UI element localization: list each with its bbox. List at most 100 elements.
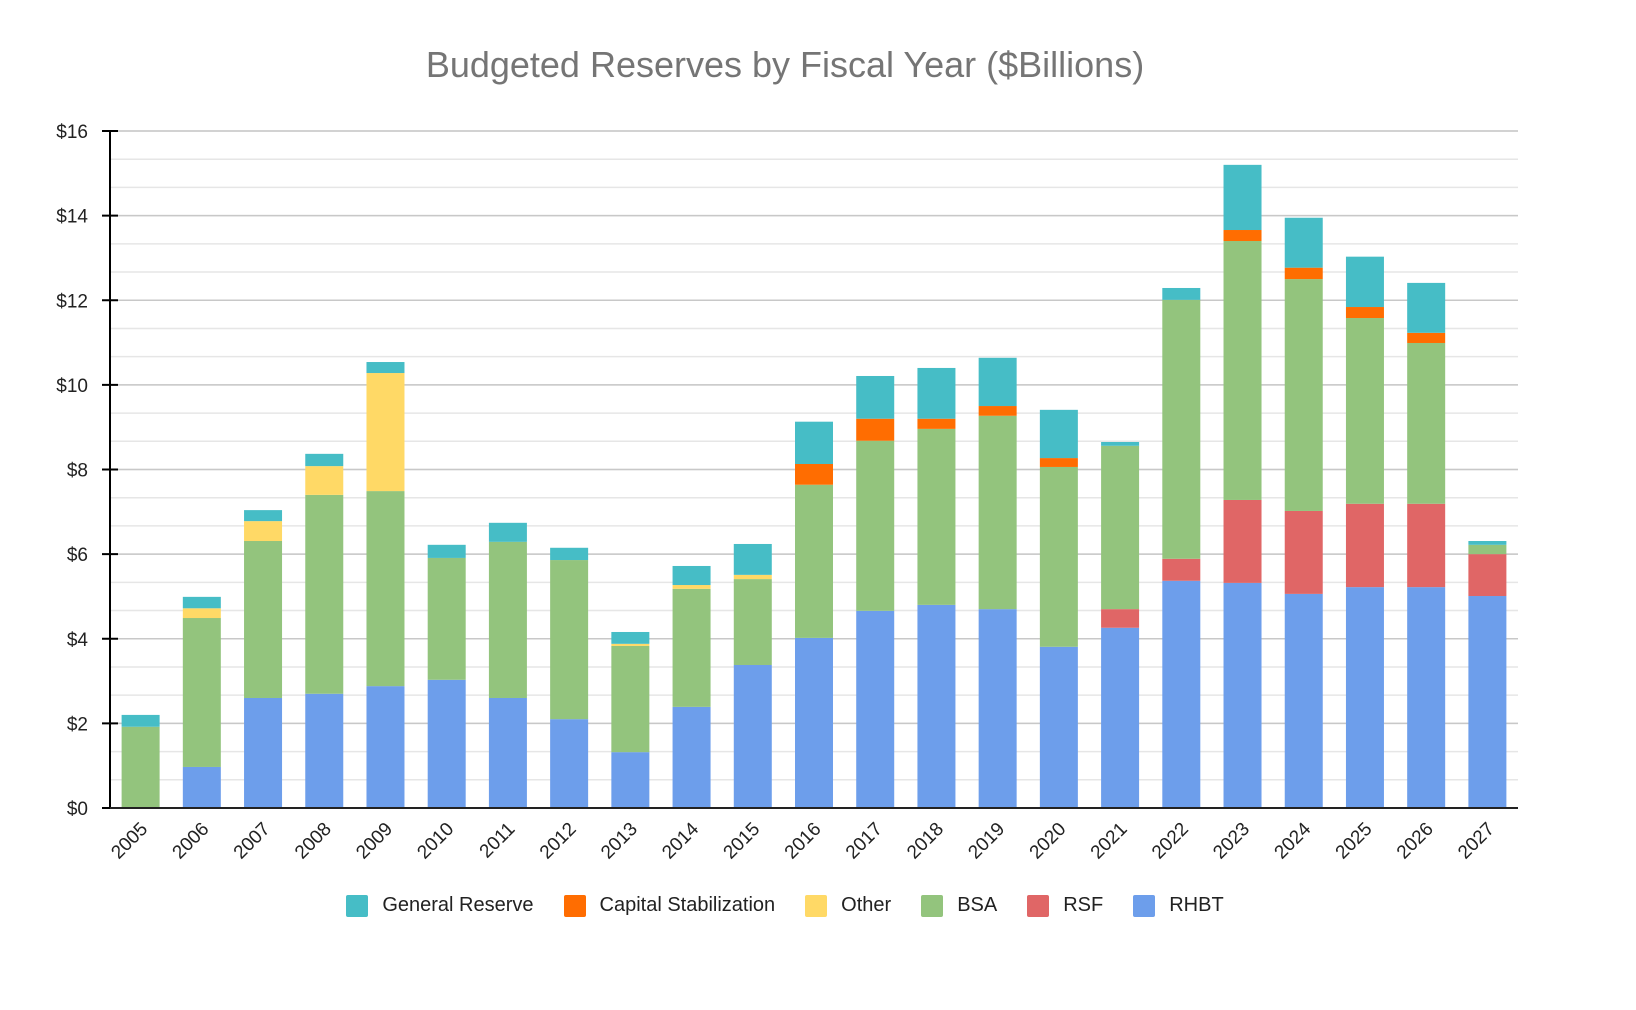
bar-segment-rhbt: [1407, 587, 1446, 808]
bar-segment-general-reserve: [856, 375, 895, 419]
bar-segment-rsf: [1162, 558, 1201, 581]
x-tick-label: 2026: [1393, 819, 1438, 864]
bar-segment-bsa: [1468, 544, 1507, 555]
bar-segment-bsa: [1407, 342, 1446, 504]
bar-segment-bsa: [795, 484, 833, 638]
bar-segment-bsa: [244, 541, 283, 698]
bar-segment-general-reserve: [733, 543, 772, 575]
x-tick-label: 2027: [1454, 819, 1499, 864]
legend-swatch: [1133, 894, 1156, 917]
bar-segment-general-reserve: [427, 544, 466, 558]
legend-swatch: [563, 894, 586, 917]
x-tick-label: 2006: [169, 819, 214, 864]
bar-segment-capital-stabilization: [1223, 230, 1262, 242]
bar-segment-rhbt: [611, 752, 650, 808]
y-tick-label: $0: [67, 799, 88, 820]
bar-segment-bsa: [1039, 466, 1078, 647]
chart-title: Budgeted Reserves by Fiscal Year ($Billi…: [425, 44, 1145, 85]
bar-segment-rhbt: [978, 609, 1017, 808]
y-tick-label: $14: [56, 207, 88, 228]
bar-segment-rhbt: [427, 679, 466, 808]
bar-segment-general-reserve: [244, 510, 283, 522]
y-tick-label: $16: [56, 122, 88, 143]
bar-segment-general-reserve: [1101, 441, 1140, 446]
bar-segment-rhbt: [488, 697, 527, 808]
x-tick-label: 2009: [352, 819, 397, 864]
x-tick-label: 2011: [476, 819, 520, 863]
legend-item: Other: [805, 894, 891, 917]
bar-segment-rhbt: [795, 637, 833, 808]
x-tick-label: 2015: [720, 819, 765, 864]
legend-label: Capital Stabilization: [599, 894, 776, 916]
bar-segment-rsf: [1345, 503, 1384, 588]
bar-segment-capital-stabilization: [795, 463, 833, 485]
x-tick-label: 2024: [1271, 818, 1316, 863]
bar-segment-bsa: [1284, 279, 1323, 511]
legend-swatch: [1027, 894, 1050, 917]
x-tick-label: 2012: [536, 819, 581, 864]
bar-segment-rhbt: [917, 604, 956, 808]
bar-segment-rhbt: [1223, 582, 1262, 808]
bar-segment-capital-stabilization: [1345, 307, 1384, 319]
x-tick-label: 2013: [597, 819, 642, 864]
x-tick-label: 2020: [1026, 819, 1071, 864]
x-tick-label: 2007: [230, 819, 275, 864]
bar-segment-general-reserve: [795, 421, 833, 464]
x-tick-label: 2018: [903, 819, 948, 864]
bar-segment-capital-stabilization: [856, 418, 895, 441]
y-tick-label: $12: [56, 291, 88, 312]
bar-segment-capital-stabilization: [1039, 458, 1078, 467]
bar-segment-bsa: [121, 726, 160, 808]
bar-segment-bsa: [978, 415, 1017, 610]
bar-segment-other: [366, 373, 405, 492]
bar-segment-bsa: [1223, 241, 1262, 500]
bar-segment-general-reserve: [182, 596, 221, 609]
x-tick-label: 2010: [413, 819, 458, 864]
bar-segment-general-reserve: [1345, 256, 1384, 308]
bar-segment-other: [305, 466, 344, 495]
bar-segment-general-reserve: [121, 714, 160, 727]
bar-segment-other: [672, 585, 711, 589]
bar-segment-general-reserve: [488, 522, 527, 542]
bar-segment-general-reserve: [1223, 164, 1262, 231]
bar-segment-rhbt: [244, 697, 283, 808]
x-tick-label: 2005: [107, 819, 152, 864]
bar-segment-bsa: [182, 618, 221, 767]
x-tick-label: 2021: [1087, 819, 1132, 864]
bar-segment-rhbt: [1468, 596, 1507, 808]
bar-segment-general-reserve: [1284, 217, 1323, 268]
bar-segment-general-reserve: [672, 565, 711, 586]
bar-segment-general-reserve: [1039, 409, 1078, 459]
bar-segment-bsa: [1345, 318, 1384, 504]
bar-segment-general-reserve: [366, 362, 405, 374]
bar-segment-rhbt: [733, 664, 772, 808]
legend-label: General Reserve: [382, 894, 534, 916]
y-tick-label: $6: [67, 545, 88, 566]
bar-segment-rhbt: [366, 686, 405, 808]
bar-segment-general-reserve: [550, 547, 589, 561]
legend-label: RHBT: [1169, 894, 1224, 916]
legend-swatch: [346, 894, 369, 917]
bar-segment-bsa: [1162, 299, 1201, 559]
bar-segment-rsf: [1223, 499, 1262, 583]
x-tick-label: 2016: [781, 819, 826, 864]
legend-label: Other: [841, 894, 892, 916]
y-tick-label: $10: [56, 376, 88, 397]
x-tick-label: 2014: [658, 818, 703, 863]
bar-segment-general-reserve: [1468, 541, 1507, 545]
x-tick-label: 2017: [842, 819, 887, 864]
bar-segment-bsa: [672, 588, 711, 707]
legend-item: General Reserve: [346, 894, 534, 917]
legend-swatch: [805, 894, 828, 917]
bar-segment-rhbt: [182, 766, 221, 808]
legend-item: BSA: [921, 894, 997, 917]
y-tick-label: $2: [67, 714, 88, 735]
bar-segment-general-reserve: [305, 453, 344, 467]
bar-segment-bsa: [305, 494, 344, 694]
bar-segment-general-reserve: [978, 357, 1017, 407]
bar-segment-bsa: [550, 560, 589, 720]
bar-segment-other: [733, 574, 772, 580]
bar-segment-rhbt: [1284, 593, 1323, 808]
bar-segment-capital-stabilization: [917, 418, 956, 429]
